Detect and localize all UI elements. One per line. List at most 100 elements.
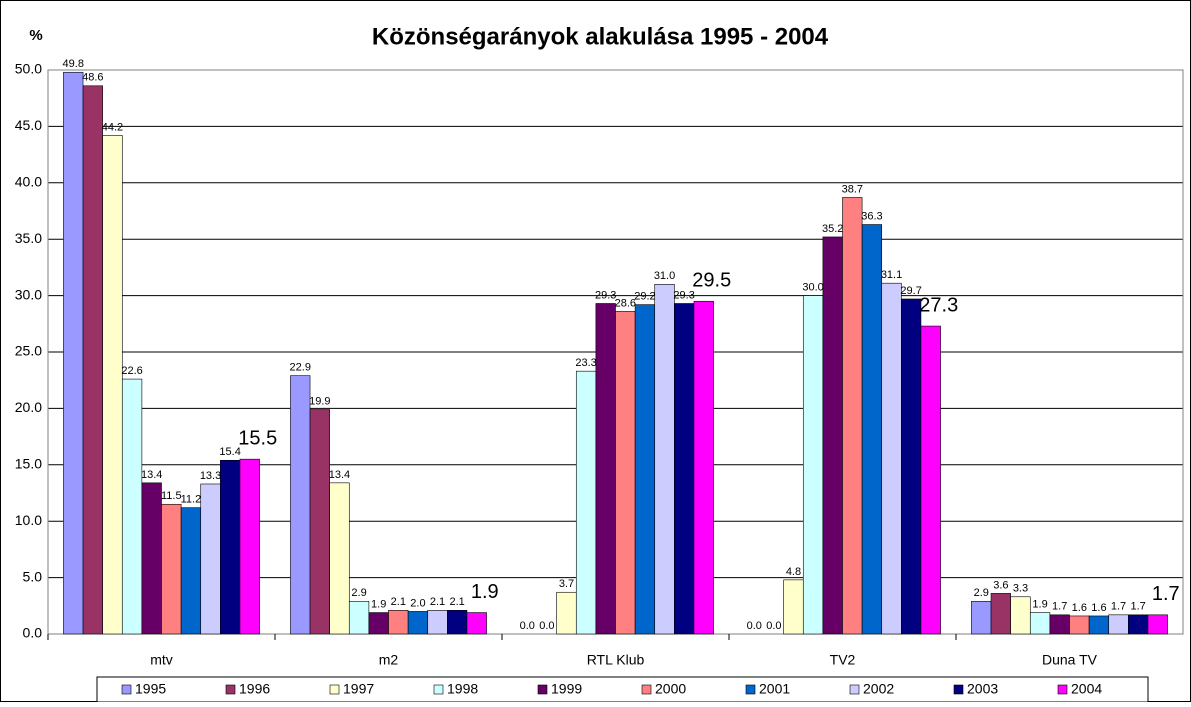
bar xyxy=(1029,612,1051,635)
legend-label: 2001 xyxy=(759,681,790,697)
value-label: 36.3 xyxy=(861,210,882,222)
bar xyxy=(407,611,429,635)
bar xyxy=(971,600,992,635)
bar xyxy=(615,311,636,635)
bar xyxy=(329,482,350,635)
value-label: 0.0 xyxy=(766,620,781,632)
value-label: 15.5 xyxy=(238,427,277,449)
bar xyxy=(121,378,143,635)
value-label: 2.1 xyxy=(449,596,464,608)
legend-swatch xyxy=(641,684,652,695)
value-label: 1.6 xyxy=(1072,602,1087,614)
bar xyxy=(180,507,202,635)
y-axis-label: % xyxy=(29,27,42,44)
value-label: 1.9 xyxy=(471,581,499,603)
bar xyxy=(595,303,616,635)
legend-label: 1999 xyxy=(551,681,582,697)
value-label: 29.7 xyxy=(900,285,921,297)
value-label: 13.4 xyxy=(141,469,162,481)
value-label: 11.2 xyxy=(181,494,202,506)
bar xyxy=(427,610,448,635)
legend-label: 2000 xyxy=(655,681,686,697)
bar xyxy=(82,85,103,635)
bar xyxy=(693,300,714,635)
value-label: 1.7 xyxy=(1052,601,1067,613)
legend-label: 1997 xyxy=(343,681,374,697)
value-label: 2.9 xyxy=(351,587,366,599)
legend-label: 1996 xyxy=(239,681,270,697)
value-label: 4.8 xyxy=(786,566,801,578)
value-label: 22.6 xyxy=(121,365,142,377)
bar xyxy=(842,197,863,635)
value-label: 49.8 xyxy=(63,58,84,70)
y-tick-label: 10.0 xyxy=(15,512,42,528)
value-label: 19.9 xyxy=(309,395,330,407)
value-label: 29.3 xyxy=(595,289,616,301)
y-tick-label: 0.0 xyxy=(23,625,43,641)
value-label: 15.4 xyxy=(219,446,240,458)
bar xyxy=(556,591,577,635)
value-label: 1.7 xyxy=(1130,601,1145,613)
value-label: 1.9 xyxy=(1032,598,1047,610)
value-label: 13.4 xyxy=(329,469,350,481)
legend-swatch xyxy=(537,684,548,695)
legend-label: 1998 xyxy=(447,681,478,697)
bar xyxy=(1010,596,1031,635)
bar xyxy=(290,375,311,635)
value-label: 30.0 xyxy=(802,282,823,294)
bar xyxy=(654,284,675,635)
bar xyxy=(990,593,1011,635)
bar xyxy=(901,298,922,635)
value-label: 3.7 xyxy=(559,578,574,590)
value-label: 2.1 xyxy=(391,596,406,608)
bar xyxy=(1049,614,1070,635)
value-label: 38.7 xyxy=(842,183,863,195)
bar xyxy=(63,71,84,635)
x-tick-label: m2 xyxy=(379,652,399,668)
y-tick-label: 25.0 xyxy=(15,343,42,359)
bar xyxy=(141,482,162,635)
bar xyxy=(674,303,695,635)
value-label: 31.0 xyxy=(654,270,675,282)
y-tick-label: 30.0 xyxy=(15,286,42,302)
value-label: 1.7 xyxy=(1111,601,1126,613)
bar xyxy=(1088,615,1110,635)
value-label: 23.3 xyxy=(575,357,596,369)
bar xyxy=(802,295,824,635)
legend-box xyxy=(96,676,1149,703)
bar xyxy=(881,282,902,635)
bar xyxy=(368,612,389,635)
value-label: 2.0 xyxy=(410,597,425,609)
legend-label: 1995 xyxy=(135,681,166,697)
bar xyxy=(1108,614,1129,635)
value-label: 29.3 xyxy=(673,289,694,301)
bar xyxy=(348,600,370,635)
value-label: 29.2 xyxy=(634,291,655,303)
bar xyxy=(309,409,330,635)
bar xyxy=(861,224,883,635)
bar xyxy=(447,610,468,635)
legend-swatch xyxy=(433,684,444,695)
y-tick-label: 35.0 xyxy=(15,230,42,246)
value-label: 0.0 xyxy=(747,620,762,632)
value-label: 3.3 xyxy=(1013,583,1028,595)
value-label: 44.2 xyxy=(102,121,123,133)
bar xyxy=(239,458,260,635)
value-label: 1.7 xyxy=(1152,583,1180,605)
value-label: 0.0 xyxy=(520,620,535,632)
legend-label: 2003 xyxy=(967,681,998,697)
bar xyxy=(388,610,409,635)
value-label: 13.3 xyxy=(200,470,221,482)
legend-label: 2002 xyxy=(863,681,894,697)
y-tick-label: 15.0 xyxy=(15,456,42,472)
value-label: 0.0 xyxy=(539,620,554,632)
legend-swatch xyxy=(745,684,756,695)
y-tick-label: 50.0 xyxy=(15,61,42,77)
legend-swatch xyxy=(1057,684,1068,695)
value-label: 2.9 xyxy=(974,587,989,599)
bar xyxy=(575,370,597,635)
x-tick-label: Duna TV xyxy=(1042,652,1098,668)
value-label: 27.3 xyxy=(919,294,958,316)
bar xyxy=(220,459,241,635)
